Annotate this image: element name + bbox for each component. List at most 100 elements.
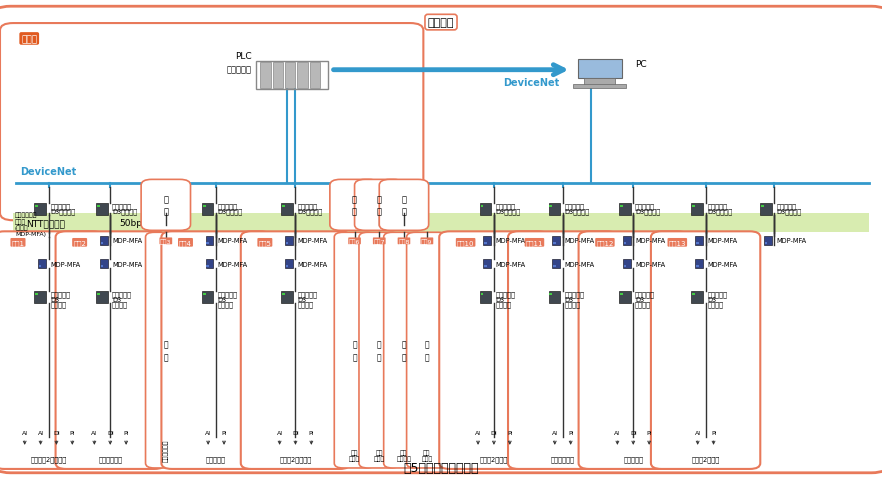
Text: DI: DI	[107, 431, 114, 435]
Text: 地志原配水池: 地志原配水池	[550, 456, 575, 462]
Text: AI: AI	[277, 431, 282, 435]
Text: 同
左: 同 左	[401, 195, 407, 216]
Text: Pi: Pi	[647, 431, 652, 435]
Text: テレメータ: テレメータ	[218, 203, 238, 209]
Bar	[480, 204, 491, 216]
Bar	[760, 204, 772, 216]
Bar	[273, 62, 283, 89]
Bar	[620, 206, 623, 207]
Text: MDP-MFA: MDP-MFA	[707, 261, 737, 267]
Text: 子局6: 子局6	[349, 239, 360, 244]
FancyBboxPatch shape	[241, 232, 350, 469]
Text: 同
左: 同 左	[163, 195, 168, 216]
Text: シリーズ: シリーズ	[496, 301, 512, 308]
Bar	[691, 204, 703, 216]
Text: 子局5: 子局5	[258, 240, 272, 246]
Text: MDP-MFA: MDP-MFA	[635, 238, 665, 244]
Text: テレメータ: テレメータ	[112, 203, 132, 209]
Text: テレメータ: テレメータ	[707, 290, 728, 297]
Text: Pi: Pi	[568, 431, 573, 435]
Text: 50bps: 50bps	[119, 219, 146, 228]
Text: シリーズ: シリーズ	[635, 301, 651, 308]
Text: シリーズ: シリーズ	[297, 301, 313, 308]
Text: シリーズ: シリーズ	[707, 301, 723, 308]
Text: D3シリーズ: D3シリーズ	[707, 208, 732, 215]
Text: MDP-MFA: MDP-MFA	[218, 261, 248, 267]
FancyBboxPatch shape	[0, 7, 882, 473]
Bar	[206, 265, 209, 267]
Bar	[101, 265, 103, 267]
Bar	[256, 62, 328, 90]
Text: D3: D3	[218, 297, 227, 302]
Bar	[620, 294, 623, 295]
Text: 栃沢配水池: 栃沢配水池	[624, 456, 643, 462]
Bar	[695, 260, 703, 268]
Text: テレメータ: テレメータ	[776, 203, 796, 209]
Bar	[202, 291, 213, 304]
Text: 同
左: 同 左	[377, 340, 382, 361]
Text: 親　局: 親 局	[21, 35, 37, 44]
Bar	[584, 79, 615, 86]
Bar	[549, 291, 560, 304]
Text: 図5　システム構成図: 図5 システム構成図	[403, 461, 479, 474]
Text: DI: DI	[292, 431, 299, 435]
Text: D3: D3	[635, 297, 644, 302]
Text: D3シリーズ: D3シリーズ	[635, 208, 660, 215]
Text: 子局13: 子局13	[669, 240, 686, 246]
FancyBboxPatch shape	[407, 233, 447, 468]
Text: 笹尾配水池: 笹尾配水池	[206, 456, 226, 462]
Text: シリーズ: シリーズ	[218, 301, 234, 308]
Text: AI: AI	[206, 431, 211, 435]
Text: 入出力装置: 入出力装置	[227, 65, 251, 74]
Bar	[481, 294, 483, 295]
Text: 子局8: 子局8	[399, 239, 409, 244]
Text: MDP-MFA: MDP-MFA	[112, 238, 142, 244]
Bar	[624, 242, 626, 244]
FancyBboxPatch shape	[579, 232, 688, 469]
Text: D3シリーズ: D3シリーズ	[564, 208, 589, 215]
Text: AI: AI	[695, 431, 700, 435]
Bar	[310, 62, 320, 89]
Text: MDP-MFA: MDP-MFA	[297, 238, 327, 244]
Text: 子局2: 子局2	[73, 240, 86, 246]
Bar	[286, 242, 288, 244]
Text: AI: AI	[92, 431, 97, 435]
Text: MDP-MFA: MDP-MFA	[496, 238, 526, 244]
Bar	[206, 260, 213, 268]
Bar	[549, 294, 552, 295]
Text: DeviceNet: DeviceNet	[503, 78, 559, 88]
Text: AI: AI	[22, 431, 27, 435]
Text: MDP-MFA: MDP-MFA	[218, 238, 248, 244]
Text: テレメータ: テレメータ	[635, 290, 655, 297]
FancyBboxPatch shape	[141, 180, 191, 231]
Bar	[13, 214, 869, 233]
FancyBboxPatch shape	[651, 232, 760, 469]
Bar	[692, 294, 695, 295]
Bar	[281, 204, 293, 216]
Text: 竹篠
配水池: 竹篠 配水池	[374, 449, 385, 461]
Bar	[285, 237, 293, 245]
Text: 舟場第2配水池: 舟場第2配水池	[691, 456, 720, 462]
Text: シリーズ: シリーズ	[50, 301, 66, 308]
Bar	[34, 204, 46, 216]
Text: DeviceNet: DeviceNet	[20, 167, 77, 177]
Bar	[38, 260, 46, 268]
Text: D3: D3	[112, 297, 121, 302]
Bar	[623, 237, 631, 245]
Bar	[765, 242, 767, 244]
Text: MDP-MFA: MDP-MFA	[50, 261, 80, 267]
Bar	[484, 242, 487, 244]
Text: MDP-MFA: MDP-MFA	[297, 261, 327, 267]
FancyBboxPatch shape	[439, 232, 549, 469]
FancyBboxPatch shape	[379, 180, 429, 231]
Text: 同
左: 同 左	[424, 340, 430, 361]
Text: Pi: Pi	[70, 431, 75, 435]
FancyBboxPatch shape	[355, 180, 404, 231]
FancyBboxPatch shape	[384, 233, 424, 468]
Text: Pi: Pi	[507, 431, 512, 435]
Bar	[552, 237, 560, 245]
Text: 子局10: 子局10	[457, 240, 475, 246]
Bar	[282, 294, 285, 295]
Text: 子局4: 子局4	[179, 240, 192, 246]
Text: シリーズ: シリーズ	[564, 301, 580, 308]
